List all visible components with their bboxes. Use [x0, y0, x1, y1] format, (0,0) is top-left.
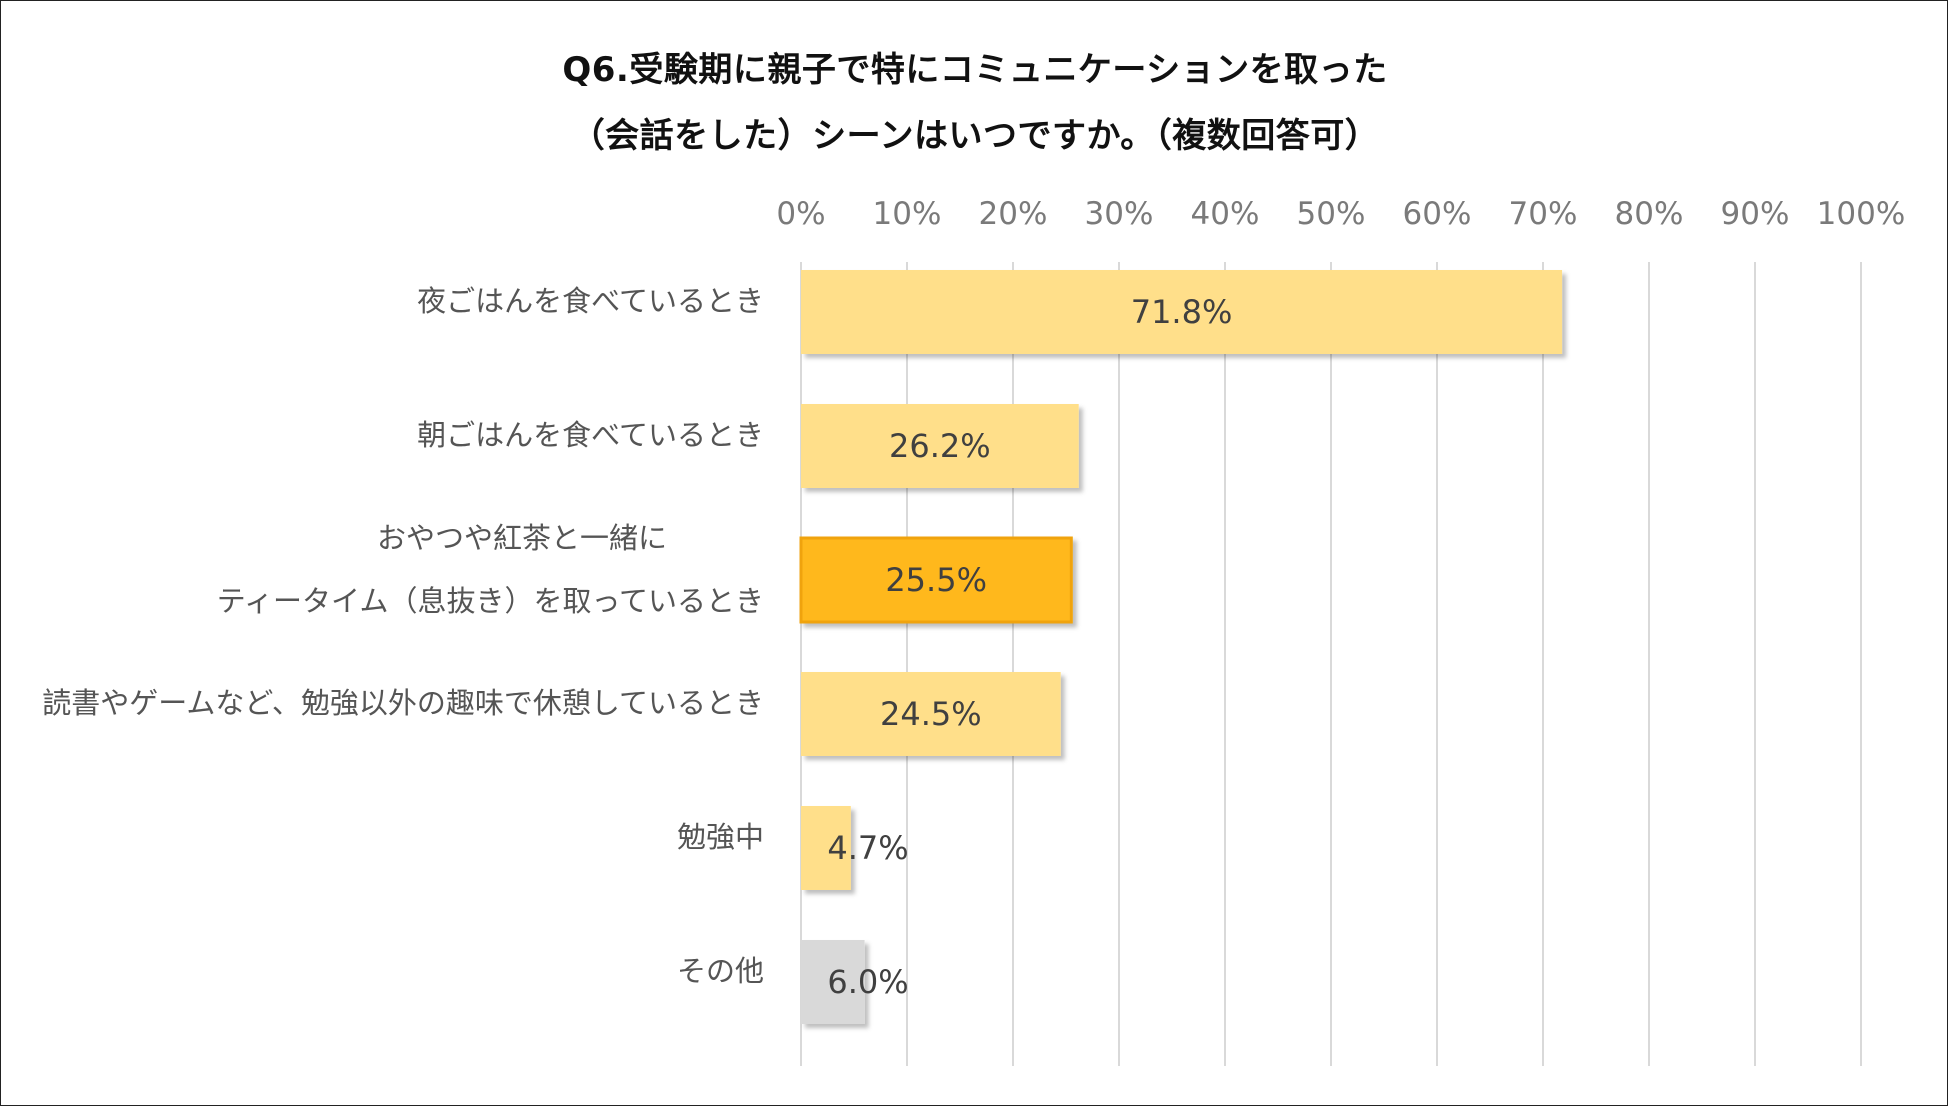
- category-label: 勉強中: [677, 820, 764, 854]
- data-label: 25.5%: [885, 561, 987, 599]
- x-tick-label: 40%: [1191, 196, 1260, 232]
- bar: [801, 270, 1563, 354]
- category-label: 読書やゲームなど、勉強以外の趣味で休憩しているとき: [42, 686, 764, 720]
- x-tick-label: 0%: [776, 196, 825, 232]
- x-tick-label: 70%: [1509, 196, 1578, 232]
- x-tick-label: 20%: [979, 196, 1048, 232]
- x-tick-label: 30%: [1085, 196, 1154, 232]
- data-label: 71.8%: [1131, 293, 1233, 331]
- chart-title-line-1: Q6.受験期に親子で特にコミュニケーションを取った: [562, 50, 1388, 90]
- category-label: 朝ごはんを食べているとき: [417, 418, 764, 452]
- x-tick-label: 60%: [1403, 196, 1472, 232]
- x-tick-label: 100%: [1817, 196, 1906, 232]
- x-tick-label: 50%: [1297, 196, 1366, 232]
- category-label: 夜ごはんを食べているとき: [417, 284, 764, 318]
- bar: [801, 404, 1079, 488]
- x-tick-label: 10%: [873, 196, 942, 232]
- category-label: その他: [677, 954, 764, 988]
- bar: [801, 672, 1061, 756]
- bar: [801, 806, 851, 890]
- x-tick-label: 90%: [1721, 196, 1790, 232]
- data-label: 4.7%: [827, 829, 908, 867]
- chart-title-line-2: （会話をした）シーンはいつですか。（複数回答可）: [570, 116, 1380, 156]
- category-label: おやつや紅茶と一緒に: [377, 521, 667, 555]
- data-label: 6.0%: [827, 963, 908, 1001]
- data-label: 26.2%: [889, 427, 991, 465]
- bar: [801, 940, 865, 1024]
- category-label: ティータイム（息抜き）を取っているとき: [217, 584, 764, 618]
- bar: [799, 536, 1073, 624]
- x-tick-label: 80%: [1615, 196, 1684, 232]
- data-label: 24.5%: [880, 695, 982, 733]
